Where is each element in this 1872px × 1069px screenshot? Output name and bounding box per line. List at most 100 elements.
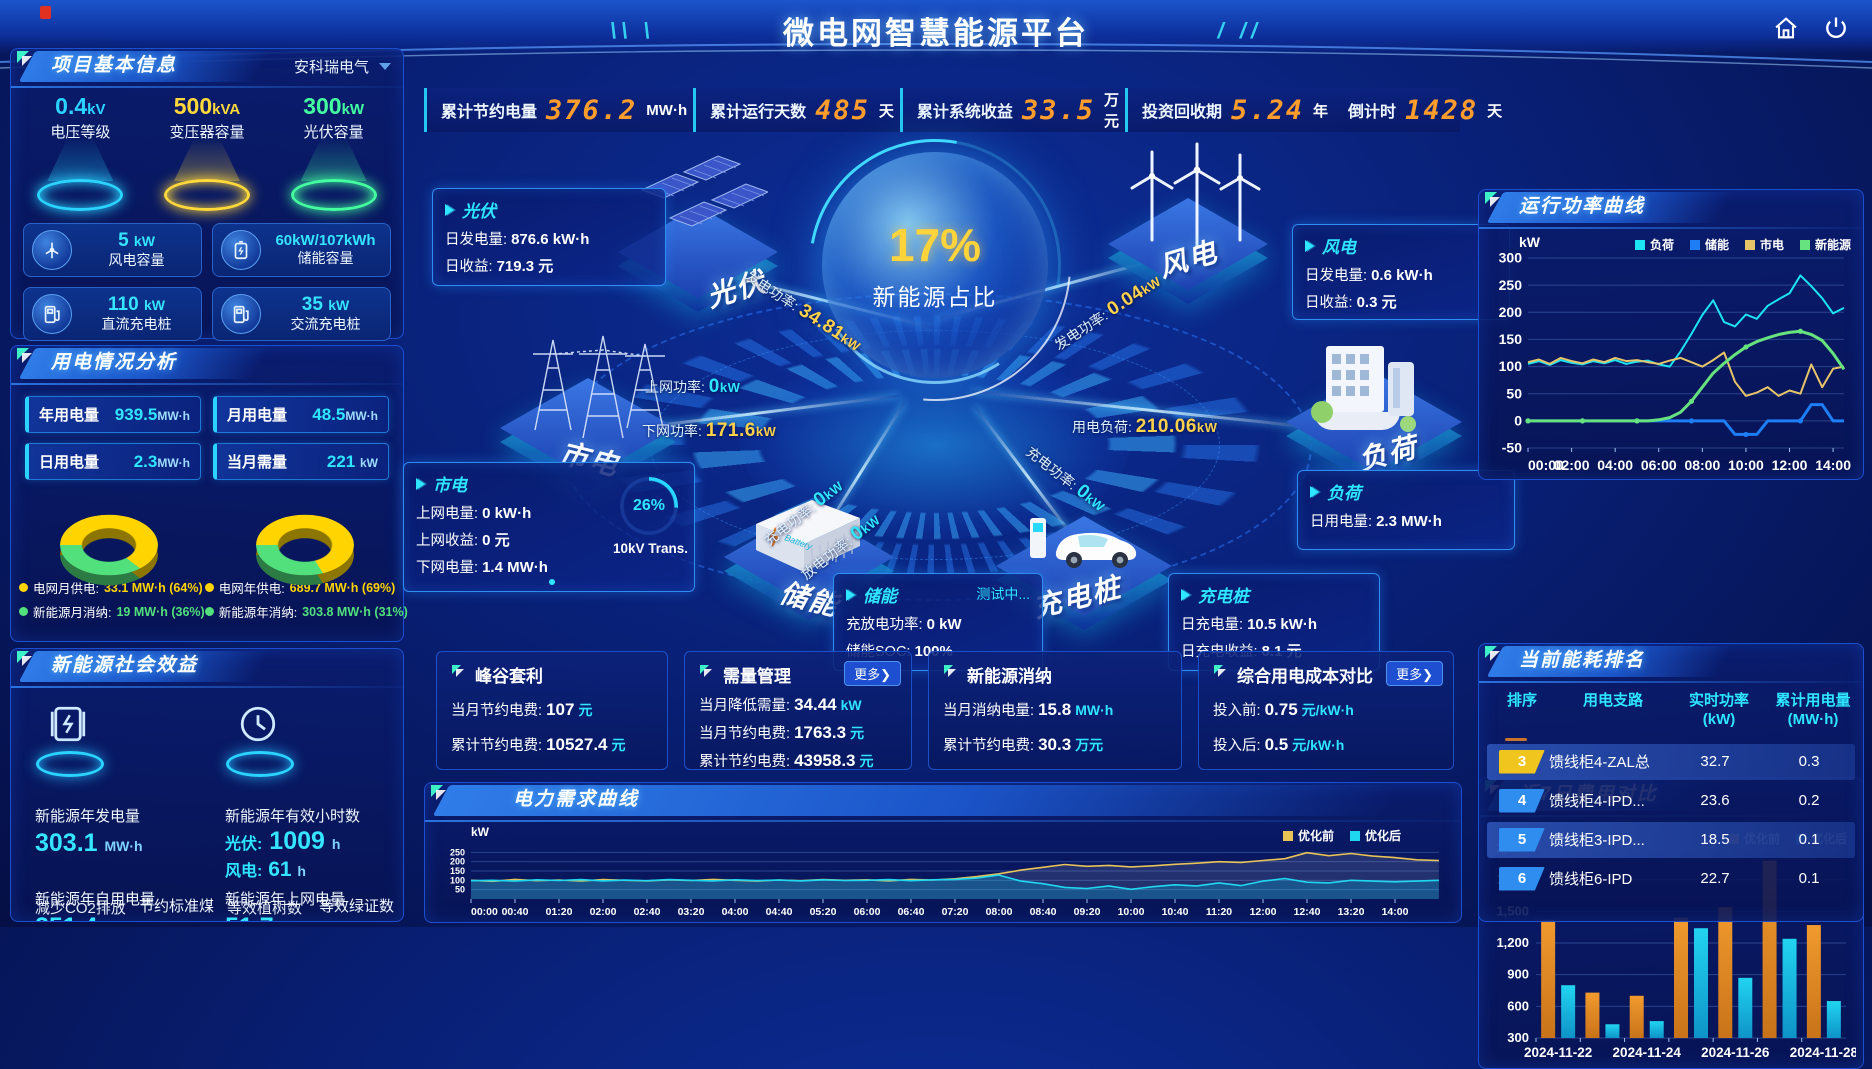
svg-text:200: 200 [450, 857, 465, 867]
svg-text:06:00: 06:00 [1641, 457, 1677, 473]
cone-transformer-capacity: 500kVA 变压器容量 [148, 93, 266, 211]
generation-pedestal [33, 701, 104, 779]
panel-title: 当前能耗排名 [1519, 650, 1646, 671]
legend-dot [19, 607, 28, 616]
rank-badge: 5 [1499, 827, 1545, 852]
panel-corner-icon [1483, 190, 1507, 219]
panel-corner-icon [15, 649, 39, 678]
svg-text:04:00: 04:00 [722, 906, 749, 918]
pedestal-ring [36, 751, 104, 777]
legend-item[interactable]: 储能 [1689, 236, 1729, 253]
panel-header: 运行功率曲线 [1479, 190, 1863, 229]
wind-hours-value: 风电: 61 h [225, 858, 306, 881]
svg-text:12:00: 12:00 [1250, 906, 1277, 918]
hours-label: 新能源年有效小时数 [225, 808, 361, 825]
cone-ring [290, 179, 377, 211]
legend-item[interactable]: 优化前 [1282, 827, 1334, 844]
app-header: \\ \ 微电网智慧能源平台 / // [0, 0, 1872, 69]
ev-charger-art [1030, 518, 1137, 568]
home-icon[interactable] [1772, 14, 1800, 42]
table-row[interactable]: 5 馈线柜3-IPD... 18.5 0.1 [1487, 821, 1855, 858]
svg-text:05:20: 05:20 [810, 906, 837, 918]
stat-year-usage: 年用电量 939.5MW·h [25, 396, 201, 433]
table-row[interactable]: 6 馈线柜6-IPD 22.7 0.1 [1487, 861, 1855, 897]
wind-turbines-art [1130, 142, 1261, 248]
cone-ring [163, 179, 250, 211]
pedestal-ring [226, 751, 294, 777]
legend-grid-month: 电网月供电: 33.1 MW·h (64%) [19, 578, 205, 597]
svg-text:01:20: 01:20 [546, 906, 573, 918]
panel-usage-analysis: 用电情况分析 年用电量 939.5MW·h 月用电量 48.5MW·h 日用电量 2.… [10, 345, 408, 642]
legend-item[interactable]: 市电 [1744, 236, 1784, 253]
more-button-cost[interactable]: 更多❯ [1386, 661, 1443, 686]
legend-item[interactable]: 负荷 [1634, 236, 1674, 253]
svg-text:50: 50 [455, 885, 465, 895]
kpi-energy-saved: 累计节约电量 376.2 MW·h [424, 88, 693, 132]
svg-text:10:00: 10:00 [1728, 457, 1764, 473]
dashboard-root: \\ \ 微电网智慧能源平台 / // 累计节约电量 376.2 MW·h 累计… [0, 0, 1872, 927]
stat-month-demand: 当月需量 221 kW [213, 443, 389, 480]
scroll-indicator[interactable] [1505, 737, 1527, 741]
certs-label: 等效绿证数 [319, 898, 395, 915]
legend-item[interactable]: 优化后 [1349, 827, 1401, 844]
self-use-label: 新能源年自用电量 [35, 891, 156, 908]
power-towers-art [533, 335, 665, 439]
table-row[interactable]: 4 馈线柜4-IPD... 23.6 0.2 [1487, 783, 1855, 819]
panel-energy-ranking: 当前能耗排名 排序 用电支路 实时功率 (kW) 累计用电量 (MW·h) 3 馈线… [1478, 643, 1864, 922]
renewable-share-orb: 17% 新能源占比 [743, 73, 1127, 457]
power-icon[interactable] [1822, 14, 1850, 42]
cone-beam [300, 139, 367, 181]
chevron-right-icon [1310, 485, 1319, 498]
infobox-wind: 风电 日发电量: 0.6 kW·h 日收益: 0.3 元 [1292, 224, 1510, 320]
capacity-cards: 5 kW 风电容量 60kW/107kWh 储能容量 110 kW 直流充电桩 35 … [11, 211, 403, 341]
storage-status: 测试中... [976, 586, 1030, 602]
svg-text:06:00: 06:00 [854, 906, 881, 918]
power-station-icon [50, 706, 86, 742]
table-row[interactable]: 3 馈线柜4-ZAL总 32.7 0.3 [1487, 743, 1855, 780]
dc-charger-icon [32, 294, 72, 334]
battery-icon [221, 230, 261, 270]
panel-title: 新能源社会效益 [51, 655, 199, 676]
donut-chart-year [256, 514, 354, 576]
svg-text:900: 900 [1507, 967, 1529, 982]
company-select[interactable]: 安科瑞电气 [293, 59, 369, 76]
kpi-payback-period: 投资回收期 5.24 年 [1124, 88, 1334, 132]
transformer-gauge-value: 26% [632, 497, 666, 514]
svg-text:100: 100 [1499, 358, 1523, 374]
title-deco-right: / // [1217, 18, 1262, 43]
svg-text:00:40: 00:40 [502, 906, 529, 918]
page-title: 微电网智慧能源平台 [783, 16, 1089, 51]
svg-text:10:00: 10:00 [1118, 906, 1145, 918]
top-left-decor [40, 6, 51, 19]
panel-peak-valley-arbitrage: 峰谷套利 当月节约电费: 107 元 累计节约电费: 10527.4 元 [436, 651, 668, 770]
card-storage-capacity: 60kW/107kWh 储能容量 [212, 223, 391, 277]
legend-item[interactable]: 新能源 [1799, 236, 1851, 253]
transformer-load-gauge: 26% [620, 477, 678, 535]
svg-text:150: 150 [1499, 331, 1523, 347]
panel-title: 电力需求曲线 [513, 789, 640, 810]
chevron-down-icon[interactable] [379, 63, 391, 70]
clock-icon [240, 706, 276, 742]
panel-corner-icon [1213, 664, 1229, 685]
battery-container-art: Battery [756, 500, 860, 572]
more-button-demand[interactable]: 更多❯ [844, 661, 901, 686]
to-grid-label: 新能源年上网电量 [225, 891, 346, 908]
svg-text:12:00: 12:00 [1772, 457, 1808, 473]
building-art [1311, 346, 1416, 432]
chevron-right-icon [1181, 588, 1190, 601]
cone-pv-capacity: 300kW 光伏容量 [275, 93, 393, 211]
infobox-grid: 市电 上网电量: 0 kW·h 上网收益: 0 元 下网电量: 1.4 MW·h… [403, 462, 695, 592]
svg-text:02:00: 02:00 [1554, 457, 1590, 473]
panel-header: 项目基本信息 安科瑞电气 [11, 49, 403, 88]
coal-label: 节约标准煤 [139, 898, 215, 915]
chevron-right-icon [445, 203, 454, 216]
gauge-dot [549, 579, 555, 585]
panel-title: 用电情况分析 [51, 352, 178, 373]
panel-cost-comparison: 综合用电成本对比 更多❯ 投入前: 0.75 元/kW·h 投入后: 0.5 元… [1198, 651, 1454, 770]
panel-demand-curve: 电力需求曲线 kW 优化前 优化后 50 100 150 200 250 00:00 00:4… [424, 782, 1462, 923]
col-power: 实时功率 (kW) [1688, 692, 1749, 728]
svg-text:200: 200 [1499, 304, 1523, 320]
svg-text:00:00: 00:00 [1528, 457, 1564, 473]
